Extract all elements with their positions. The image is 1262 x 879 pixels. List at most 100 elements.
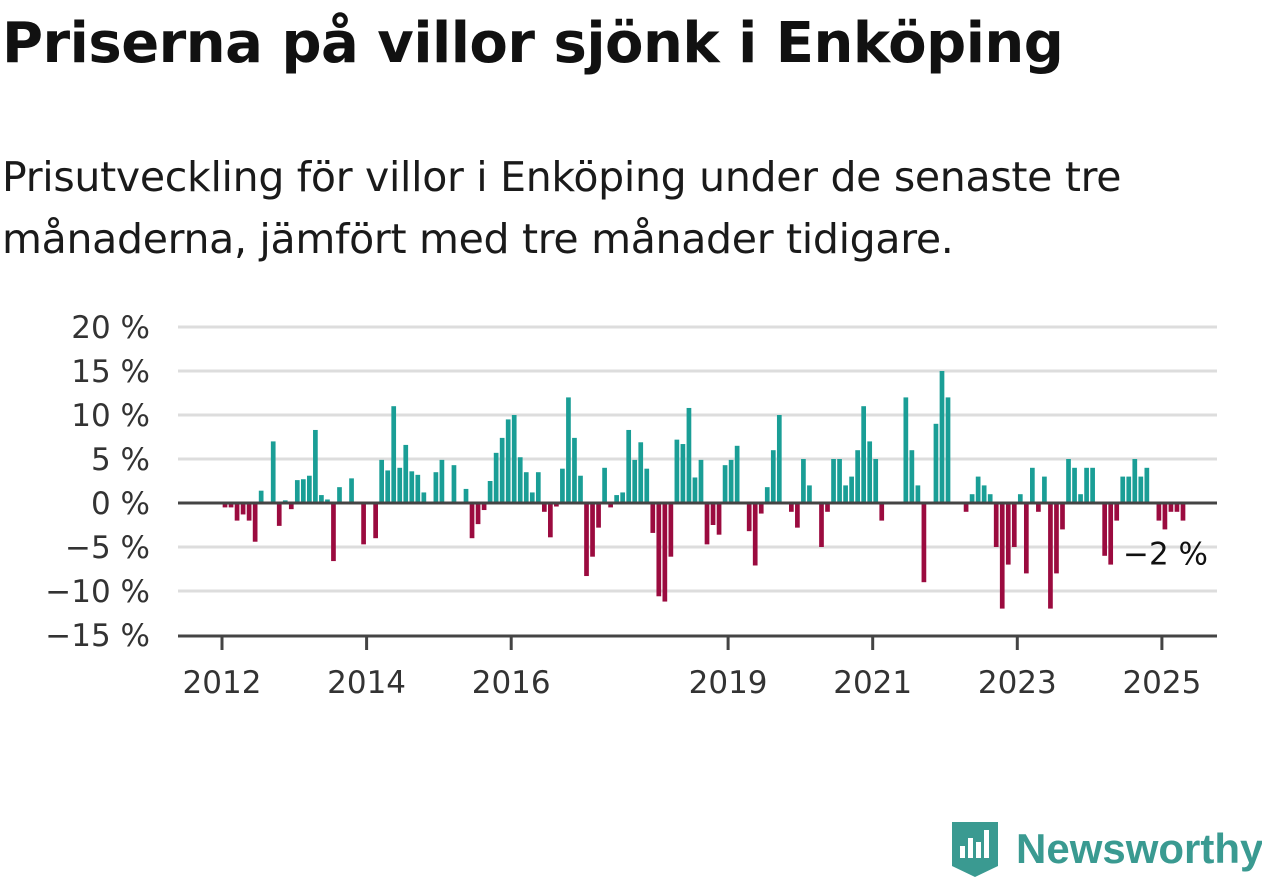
bar <box>849 476 854 503</box>
x-tick-label: 2012 <box>183 665 262 701</box>
bar <box>1168 503 1174 512</box>
bar <box>692 477 698 503</box>
bar <box>240 503 246 515</box>
y-tick-label: 5 % <box>91 442 150 478</box>
bar <box>999 503 1005 609</box>
bar <box>258 490 264 503</box>
bar <box>294 480 300 503</box>
bar <box>252 503 258 542</box>
bar <box>686 407 692 503</box>
bar <box>981 485 987 503</box>
y-tick-label: 20 % <box>71 310 150 346</box>
y-tick-label: −5 % <box>65 530 150 566</box>
bar <box>608 503 613 508</box>
x-tick-label: 2025 <box>1122 665 1201 701</box>
bars <box>222 371 1186 609</box>
bar <box>451 465 457 503</box>
bar <box>481 503 487 511</box>
bar <box>1156 503 1162 521</box>
bar <box>915 485 921 503</box>
bar <box>945 397 951 503</box>
bar <box>825 503 830 512</box>
bar <box>337 487 342 503</box>
bar <box>499 437 505 503</box>
bar <box>668 503 674 557</box>
bar <box>349 478 354 503</box>
bar <box>1023 503 1029 574</box>
bar <box>331 503 336 562</box>
bar <box>746 503 752 532</box>
axes <box>178 501 1217 650</box>
bar <box>1054 503 1059 574</box>
bar <box>921 503 927 583</box>
bar <box>819 503 824 547</box>
bar <box>620 492 626 503</box>
bar <box>246 503 252 521</box>
x-tick-label: 2023 <box>978 665 1057 701</box>
bar <box>439 459 445 503</box>
bar <box>789 503 794 512</box>
bar <box>975 476 981 503</box>
bar <box>837 459 842 503</box>
chart-subtitle: Prisutveckling för villor i Enköping und… <box>2 153 1122 263</box>
bar <box>270 441 276 503</box>
bar <box>1180 503 1186 521</box>
bar <box>300 479 306 503</box>
bar <box>776 415 782 503</box>
bar <box>1174 503 1180 512</box>
bar <box>632 459 638 503</box>
bar <box>933 423 939 503</box>
bar <box>403 444 409 503</box>
bar <box>1132 459 1138 503</box>
bar <box>710 503 716 525</box>
bar <box>801 459 806 503</box>
bar <box>698 459 704 503</box>
bar <box>704 503 710 545</box>
brand-logo: Newsworthy <box>950 820 1262 878</box>
bar <box>867 441 873 503</box>
x-axis-labels: 2012 2014 2016 2019 2021 2023 2025 <box>183 665 1202 701</box>
latest-value-label: −2 % <box>1123 537 1208 573</box>
bar <box>475 503 481 525</box>
bar <box>1060 503 1065 530</box>
bar <box>415 474 421 503</box>
bar <box>288 503 294 510</box>
bar <box>554 503 559 507</box>
bar <box>325 499 330 503</box>
x-tick-label: 2019 <box>689 665 768 701</box>
newsworthy-logo-icon <box>952 822 998 877</box>
bar <box>963 503 969 512</box>
x-tick-label: 2016 <box>472 665 551 701</box>
bar <box>1108 503 1114 565</box>
bar <box>734 445 740 503</box>
bar <box>674 439 680 503</box>
x-tick-label: 2021 <box>833 665 912 701</box>
bar <box>770 450 776 503</box>
bar <box>764 487 770 503</box>
bar <box>1005 503 1011 565</box>
bar <box>843 485 848 503</box>
bar <box>1126 476 1132 503</box>
bar <box>469 503 475 539</box>
bar <box>1102 503 1108 556</box>
y-axis-labels: 20 % 15 % 10 % 5 % 0 % −5 % −10 % −15 % <box>45 310 150 654</box>
bar <box>385 470 391 503</box>
bar <box>831 459 836 503</box>
bar <box>421 492 427 503</box>
bar <box>1090 467 1095 503</box>
y-tick-label: −15 % <box>45 618 150 654</box>
bar <box>807 485 812 503</box>
bar <box>614 495 619 503</box>
bar <box>1120 476 1126 503</box>
bar <box>1114 503 1120 521</box>
bar <box>1084 467 1089 503</box>
bar <box>879 503 885 521</box>
bar <box>222 503 228 508</box>
bar <box>909 450 915 503</box>
bar <box>493 452 499 503</box>
bar <box>1011 503 1017 547</box>
bar <box>758 503 764 514</box>
bar <box>433 472 439 503</box>
bar <box>505 419 511 503</box>
bar <box>680 444 686 503</box>
